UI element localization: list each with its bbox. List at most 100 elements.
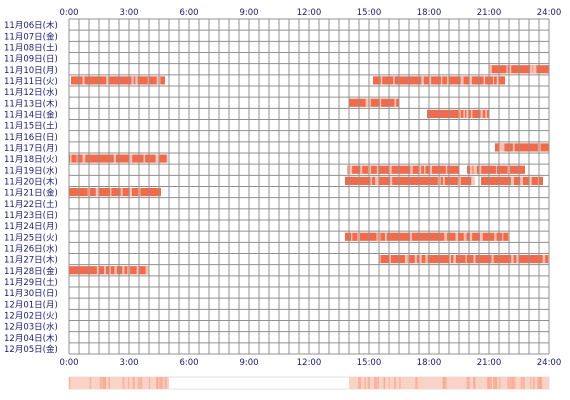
activity-gap bbox=[351, 232, 353, 241]
activity-gap bbox=[108, 266, 111, 275]
row-label: 11月29日(土) bbox=[4, 277, 58, 288]
activity-gap bbox=[425, 255, 428, 264]
activity-gap bbox=[113, 154, 116, 163]
summary-stripe bbox=[367, 377, 370, 389]
row-labels: 11月06日(木)11月07日(金)11月08日(土)11月09日(日)11月1… bbox=[4, 20, 58, 355]
activity-gap bbox=[447, 76, 450, 85]
activity-gap bbox=[470, 165, 473, 174]
row-label: 11月24日(月) bbox=[4, 222, 58, 232]
row-label: 11月11日(火) bbox=[4, 77, 58, 87]
x-tick-label: 6:00 bbox=[179, 8, 198, 18]
activity-gap bbox=[444, 232, 448, 241]
summary-stripe bbox=[137, 377, 140, 389]
row-label: 11月25日(火) bbox=[4, 233, 58, 243]
activity-gap bbox=[429, 76, 432, 85]
row-label: 11月15日(土) bbox=[4, 121, 58, 132]
summary-stripe bbox=[492, 377, 495, 389]
x-tick-label: 3:00 bbox=[119, 8, 138, 18]
activity-gap bbox=[502, 232, 504, 241]
activity-gap bbox=[379, 98, 382, 107]
activity-gap bbox=[424, 165, 426, 174]
activity-gap bbox=[534, 65, 537, 74]
summary-bar bbox=[68, 376, 550, 390]
row-label: 11月21日(金) bbox=[4, 188, 58, 199]
activity-interval bbox=[379, 255, 549, 264]
row-label: 11月27日(木) bbox=[4, 255, 58, 266]
activity-gap bbox=[95, 188, 98, 197]
summary-stripe bbox=[499, 377, 501, 389]
summary-stripe bbox=[509, 377, 512, 389]
summary-stripe bbox=[69, 377, 71, 389]
row-label: 11月16日(日) bbox=[4, 133, 58, 143]
activity-gap bbox=[421, 76, 423, 85]
activity-gap bbox=[483, 76, 486, 85]
activity-gap bbox=[460, 76, 464, 85]
activity-gap bbox=[379, 255, 381, 264]
summary-stripe bbox=[99, 377, 103, 389]
summary-stripe bbox=[442, 377, 446, 389]
summary-stripe bbox=[399, 377, 401, 389]
activity-gap bbox=[136, 266, 140, 275]
row-label: 11月18日(火) bbox=[4, 155, 58, 165]
x-tick-label: 12:00 bbox=[297, 358, 322, 368]
activity-gap bbox=[368, 165, 372, 174]
row-label: 11月06日(木) bbox=[4, 20, 58, 31]
summary-stripe bbox=[374, 377, 377, 389]
activity-gap bbox=[491, 255, 494, 264]
summary-stripe bbox=[108, 377, 110, 389]
summary-stripe bbox=[139, 377, 143, 389]
summary-stripe bbox=[522, 377, 525, 389]
row-label: 11月10日(月) bbox=[4, 66, 58, 76]
summary-stripe bbox=[102, 377, 106, 389]
summary-stripe bbox=[487, 377, 489, 389]
x-axis-tick-labels: 0:00 0:00 3:00 3:00 6:00 6:00 9:00 9:00 12:00 12:… bbox=[59, 8, 561, 368]
row-label: 12月03日(水) bbox=[4, 322, 58, 333]
activity-gap bbox=[156, 76, 160, 85]
summary-stripe bbox=[358, 377, 361, 389]
activity-gap bbox=[389, 176, 393, 185]
summary-stripe bbox=[127, 377, 130, 389]
summary-stripe bbox=[445, 377, 447, 389]
activity-gap bbox=[410, 232, 412, 241]
row-label: 11月17日(月) bbox=[4, 144, 58, 154]
activity-gap bbox=[516, 255, 520, 264]
activity-gap bbox=[418, 255, 422, 264]
row-label: 11月20日(木) bbox=[4, 176, 58, 187]
activity-gap bbox=[404, 255, 408, 264]
activity-gap bbox=[410, 165, 413, 174]
row-label: 11月12日(水) bbox=[4, 87, 58, 98]
activity-gap bbox=[135, 76, 138, 85]
x-tick-label: 15:00 bbox=[357, 358, 382, 368]
activity-gap bbox=[532, 65, 535, 74]
summary-stripe bbox=[494, 377, 497, 389]
row-label: 11月13日(木) bbox=[4, 98, 58, 109]
activity-gap bbox=[414, 255, 417, 264]
summary-stripe bbox=[393, 377, 397, 389]
activity-gap bbox=[129, 188, 132, 197]
activity-gap bbox=[360, 165, 363, 174]
activity-gap bbox=[82, 154, 86, 163]
summary-stripe bbox=[520, 377, 523, 389]
activity-gap bbox=[453, 255, 456, 264]
row-label: 11月26日(水) bbox=[4, 243, 58, 254]
x-tick-label: 0:00 bbox=[59, 358, 78, 368]
activity-gap bbox=[503, 143, 505, 152]
activity-gap bbox=[542, 255, 546, 264]
summary-stripe bbox=[466, 377, 470, 389]
summary-interval bbox=[349, 377, 549, 389]
x-tick-label: 12:00 bbox=[297, 8, 322, 18]
activity-gap bbox=[166, 154, 169, 163]
activity-gap bbox=[511, 255, 514, 264]
activity-interval bbox=[345, 232, 509, 241]
activity-gap bbox=[439, 176, 441, 185]
summary-stripe bbox=[377, 377, 379, 389]
activity-gap bbox=[131, 76, 134, 85]
summary-stripe bbox=[507, 377, 510, 389]
activity-gap bbox=[463, 109, 466, 118]
summary-interval bbox=[69, 377, 169, 389]
activity-gap bbox=[375, 176, 377, 185]
summary-stripe bbox=[89, 377, 92, 389]
activity-gap bbox=[370, 176, 373, 185]
activity-gap bbox=[106, 76, 109, 85]
summary-stripe bbox=[489, 377, 492, 389]
